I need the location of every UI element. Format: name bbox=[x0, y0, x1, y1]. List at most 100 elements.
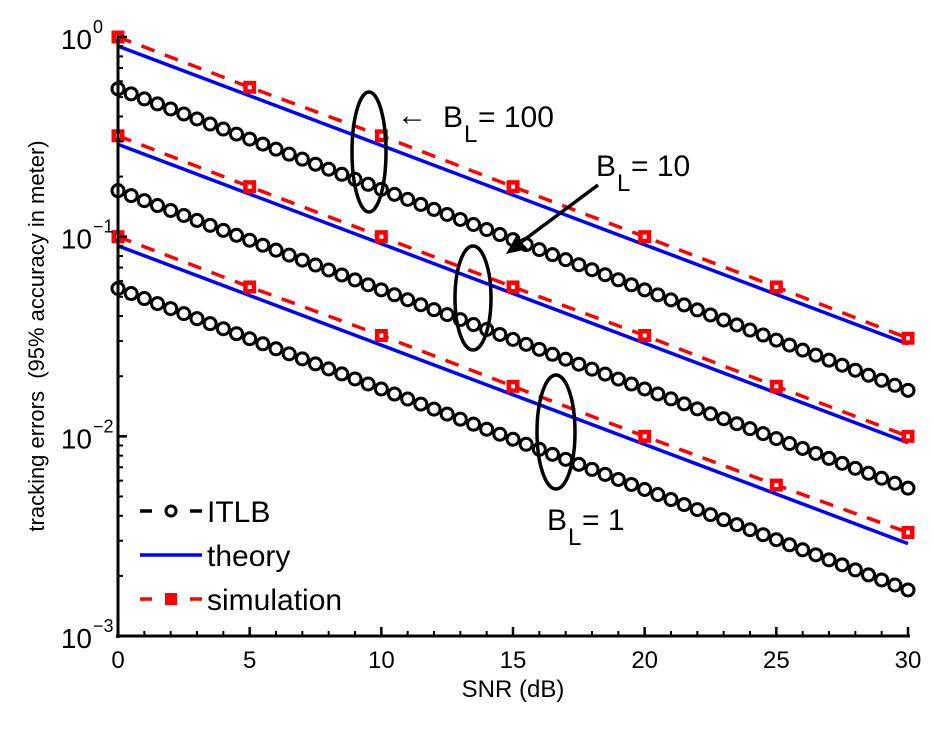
itlb-marker bbox=[505, 331, 521, 347]
itlb-marker bbox=[663, 391, 679, 407]
itlb-marker bbox=[150, 96, 165, 112]
legend-label: simulation bbox=[207, 584, 342, 617]
itlb-marker bbox=[742, 522, 758, 538]
itlb-marker bbox=[900, 480, 916, 496]
itlb-marker bbox=[281, 346, 297, 362]
y-tick-exponent: −3 bbox=[93, 616, 114, 636]
itlb-marker bbox=[136, 91, 152, 107]
itlb-marker bbox=[189, 212, 205, 228]
itlb-marker bbox=[439, 206, 455, 222]
itlb-marker bbox=[294, 351, 310, 367]
itlb-marker bbox=[755, 327, 771, 343]
itlb-marker bbox=[676, 497, 692, 513]
itlb-marker bbox=[795, 542, 811, 558]
legend-label: theory bbox=[207, 540, 290, 573]
itlb-marker bbox=[202, 316, 218, 332]
itlb-marker bbox=[808, 547, 824, 563]
x-tick-label: 0 bbox=[111, 647, 124, 674]
itlb-marker bbox=[558, 252, 574, 268]
itlb-marker bbox=[768, 431, 784, 447]
itlb-marker bbox=[426, 201, 442, 217]
itlb-marker bbox=[874, 372, 890, 388]
itlb-marker bbox=[676, 396, 692, 412]
itlb-marker bbox=[334, 366, 350, 382]
itlb-marker bbox=[439, 307, 455, 323]
simulation-marker-center bbox=[774, 384, 779, 389]
itlb-marker bbox=[400, 292, 416, 308]
y-tick-exponent: 0 bbox=[93, 17, 103, 37]
annotation-text: B bbox=[443, 101, 463, 134]
itlb-marker bbox=[624, 476, 639, 492]
theory-line bbox=[117, 244, 909, 546]
legend-marker-itlb bbox=[164, 504, 178, 518]
itlb-marker bbox=[742, 421, 758, 437]
simulation-marker-center bbox=[247, 284, 252, 289]
simulation-marker-center bbox=[511, 384, 515, 389]
itlb-marker bbox=[321, 262, 337, 278]
itlb-marker bbox=[610, 371, 626, 387]
itlb-marker bbox=[150, 198, 165, 214]
legend-entry-1: theory bbox=[140, 540, 290, 573]
itlb-marker bbox=[650, 386, 666, 402]
itlb-marker bbox=[689, 302, 705, 318]
itlb-marker bbox=[255, 136, 271, 152]
itlb-marker bbox=[650, 487, 666, 503]
itlb-marker bbox=[255, 237, 271, 253]
annotation-value: = 10 bbox=[631, 150, 690, 183]
itlb-marker bbox=[294, 151, 310, 167]
itlb-marker bbox=[782, 436, 797, 452]
itlb-marker bbox=[452, 411, 468, 427]
itlb-marker bbox=[413, 196, 429, 212]
itlb-marker bbox=[900, 582, 916, 598]
itlb-marker bbox=[729, 416, 745, 432]
itlb-marker bbox=[123, 86, 139, 102]
itlb-marker bbox=[571, 257, 587, 273]
itlb-marker bbox=[123, 188, 139, 204]
annotation-label-0: ← BL = 100 bbox=[397, 99, 554, 148]
annotation-subscript: L bbox=[464, 121, 477, 148]
simulation-marker-center bbox=[906, 434, 910, 439]
itlb-marker bbox=[624, 376, 639, 392]
annotation-value: = 1 bbox=[582, 504, 625, 537]
itlb-marker bbox=[808, 347, 824, 363]
simulation-marker-center bbox=[906, 530, 910, 535]
itlb-marker bbox=[479, 421, 495, 437]
itlb-marker bbox=[347, 371, 363, 387]
legend-label: ITLB bbox=[207, 496, 270, 529]
itlb-marker bbox=[294, 252, 310, 268]
itlb-marker bbox=[703, 307, 718, 323]
y-tick-label: 10 bbox=[61, 423, 92, 454]
simulation-marker-center bbox=[906, 336, 910, 341]
itlb-marker bbox=[597, 267, 613, 283]
group-ellipse-1 bbox=[453, 244, 493, 352]
simulation-marker-center bbox=[511, 284, 515, 289]
itlb-marker bbox=[861, 567, 876, 583]
itlb-marker bbox=[821, 352, 837, 368]
itlb-marker bbox=[768, 332, 784, 348]
itlb-marker bbox=[808, 445, 824, 461]
itlb-marker bbox=[676, 297, 692, 313]
series-layer bbox=[110, 30, 916, 598]
itlb-marker bbox=[637, 282, 653, 298]
itlb-marker bbox=[439, 406, 455, 422]
y-tick-exponent: −1 bbox=[93, 217, 114, 237]
simulation-marker-center bbox=[642, 434, 647, 439]
legend: ITLB theory simulation bbox=[140, 496, 342, 617]
y-tick-label: 10 bbox=[61, 224, 92, 255]
itlb-marker bbox=[584, 361, 600, 377]
itlb-marker bbox=[821, 450, 837, 466]
itlb-marker bbox=[255, 336, 271, 352]
simulation-marker-center bbox=[642, 234, 647, 239]
itlb-marker bbox=[189, 111, 205, 127]
itlb-marker bbox=[176, 306, 192, 322]
annotation-label-2: BL = 1 bbox=[547, 504, 625, 551]
itlb-marker bbox=[531, 242, 547, 258]
simulation-marker-center bbox=[642, 333, 647, 338]
series-group-2 bbox=[110, 230, 916, 598]
itlb-marker bbox=[229, 326, 244, 342]
itlb-marker bbox=[716, 312, 732, 328]
itlb-marker bbox=[663, 492, 679, 508]
itlb-marker bbox=[466, 217, 481, 233]
itlb-marker bbox=[887, 377, 903, 393]
